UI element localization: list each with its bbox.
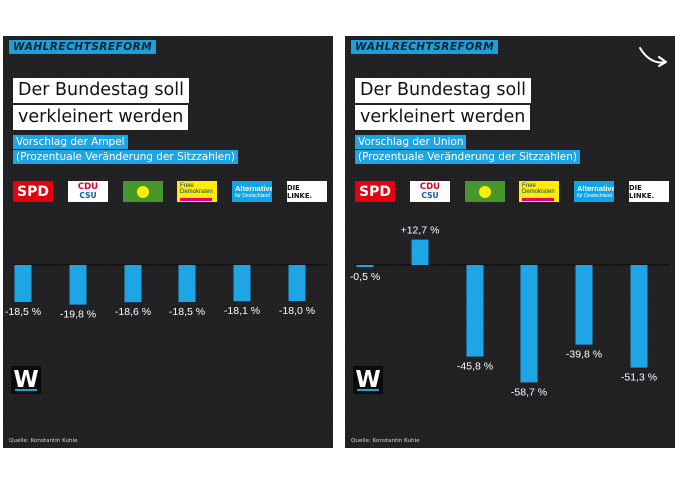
chart-subtitle: Vorschlag der Union (Prozentuale Verände… [355,135,581,165]
bar-spd [356,265,374,267]
topic-tag: WAHLRECHTSREFORM [9,40,157,54]
ampel-chart-panel: WAHLRECHTSREFORM Der Bundestag soll verk… [3,36,333,448]
cdu-csu-logo: CDU CSU [68,181,108,202]
subtitle-line-2: (Prozentuale Veränderung der Sitzzahlen) [13,150,239,164]
data-label: +12,7 % [401,225,440,237]
headline: Der Bundestag soll verkleinert werden [355,78,531,132]
bar-spd [14,265,32,302]
source-note: Quelle: Konstantin Kuhle [9,438,78,444]
data-label: -45,8 % [457,361,493,373]
party-logo-row: SPD CDU CSU Freie Demokraten Alternative f… [355,181,669,203]
w-brand-logo: W [353,366,383,394]
sunflower-icon [479,185,491,198]
bar-chart: -0,5 % +12,7 % -45,8 % -58,7 % -39,8 % -51,3 … [350,225,669,398]
data-label: -19,8 % [60,309,96,321]
data-label: -58,7 % [511,386,547,398]
fdp-logo: Freie Demokraten [519,181,559,202]
w-brand-logo: W [11,366,41,394]
source-note: Quelle: Konstantin Kuhle [351,438,420,444]
data-label: -18,5 % [169,306,205,318]
gruene-logo [465,181,505,202]
party-logo-row: SPD CDU CSU Freie Demokraten Alternative f… [13,181,327,203]
headline-line-1: Der Bundestag soll [355,78,531,103]
bar-die-linke [630,265,648,368]
bar-b-ndnis-90-die-gr-nen [466,265,484,357]
subtitle-line-1: Vorschlag der Ampel [13,135,128,149]
sunflower-icon [137,185,149,198]
chart-subtitle: Vorschlag der Ampel (Prozentuale Verände… [13,135,239,165]
linke-logo: DIE LINKE. [629,181,669,202]
topic-tag: WAHLRECHTSREFORM [351,40,499,54]
bar-cdu-csu [69,265,87,305]
afd-logo: Alternative für Deutschland [574,181,614,202]
data-label: -0,5 % [350,271,380,283]
data-label: -18,6 % [115,306,151,318]
data-label: -18,5 % [5,306,41,318]
linke-logo: DIE LINKE. [287,181,327,202]
bar-fdp [520,265,538,383]
headline: Der Bundestag soll verkleinert werden [13,78,189,132]
gruene-logo [123,181,163,202]
bar-fdp [178,265,196,302]
fdp-logo: Freie Demokraten [177,181,217,202]
data-label: -18,0 % [279,305,315,317]
headline-line-1: Der Bundestag soll [13,78,189,103]
data-label: -18,1 % [224,305,260,317]
headline-line-2: verkleinert werden [355,105,531,130]
spd-logo: SPD [13,181,53,202]
subtitle-line-1: Vorschlag der Union [355,135,467,149]
bar-afd [575,265,593,345]
cdu-csu-logo: CDU CSU [410,181,450,202]
subtitle-line-2: (Prozentuale Veränderung der Sitzzahlen) [355,150,581,164]
headline-line-2: verkleinert werden [13,105,189,130]
union-chart-panel: WAHLRECHTSREFORM Der Bundestag soll verk… [345,36,675,448]
data-label: -39,8 % [566,349,602,361]
data-label: -51,3 % [621,372,657,384]
bar-chart: -18,5 % -19,8 % -18,6 % -18,5 % -18,1 % -18,0… [5,264,327,321]
spd-logo: SPD [355,181,395,202]
bar-afd [233,265,251,302]
bar-cdu-csu [411,239,429,265]
curved-arrow-icon[interactable] [637,42,669,68]
bar-die-linke [288,265,306,301]
afd-logo: Alternative für Deutschland [232,181,272,202]
bar-b-ndnis-90-die-gr-nen [124,265,142,303]
